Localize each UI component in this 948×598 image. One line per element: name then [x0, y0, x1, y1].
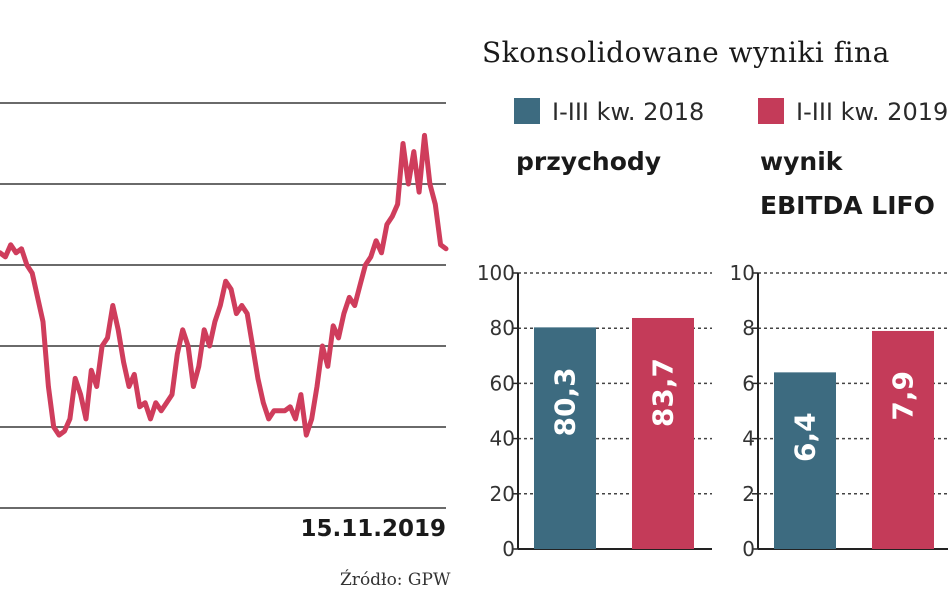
bar-value-label: 80,3	[549, 367, 582, 436]
y-tick-label: 2	[742, 482, 755, 506]
y-tick-label: 100	[477, 261, 515, 285]
bar-2019	[632, 317, 694, 549]
ebitda-bar-chart: 0 2 4 6 8 10 6,4 7,9	[730, 261, 948, 561]
y-tick-label: 6	[742, 371, 755, 395]
y-tick-label: 40	[490, 427, 515, 451]
y-tick-label: 8	[742, 316, 755, 340]
legend-swatch-2019	[758, 98, 784, 124]
ebitda-subtitle-line-2: EBITDA LIFO	[760, 191, 935, 220]
legend-swatch-2018	[514, 98, 540, 124]
legend-label-2018: I-III kw. 2018	[552, 98, 704, 126]
price-line-chart	[0, 102, 449, 509]
bar-value-label: 83,7	[647, 358, 680, 427]
y-tick-label: 60	[490, 371, 515, 395]
y-tick-label: 0	[502, 537, 515, 561]
bar-value-label: 6,4	[789, 412, 822, 462]
y-tick-label: 0	[742, 537, 755, 561]
price-series-line	[0, 132, 449, 438]
bar-2019	[872, 330, 934, 549]
ebitda-subtitle-line-1: wynik	[760, 147, 844, 176]
y-tick-label: 10	[730, 261, 755, 285]
revenue-bar-chart: 0 20 40 60 80 100 80,3 83,7	[477, 261, 712, 561]
bar-value-label: 7,9	[887, 371, 920, 421]
line-end-date-label: 15.11.2019	[300, 516, 446, 542]
source-note: Źródło: GPW	[340, 569, 451, 590]
y-tick-label: 20	[490, 482, 515, 506]
bar-2018	[774, 372, 836, 549]
y-tick-label: 4	[742, 427, 755, 451]
main-title: Skonsolidowane wyniki fina	[482, 36, 890, 69]
bar-2018	[534, 327, 596, 549]
legend-label-2019: I-III kw. 2019	[796, 98, 948, 126]
y-tick-label: 80	[490, 316, 515, 340]
revenue-subtitle: przychody	[516, 147, 661, 176]
